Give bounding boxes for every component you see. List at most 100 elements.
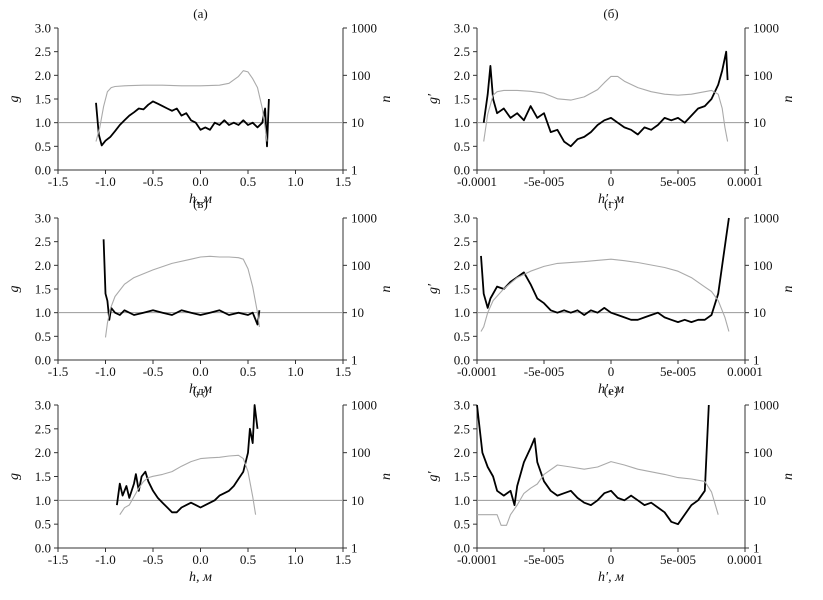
y-left-tick-label: 3.0: [454, 21, 470, 36]
x-tick-label: 0: [608, 364, 615, 379]
y-left-tick-label: 1.0: [35, 305, 51, 320]
x-axis-label: h, м: [189, 570, 212, 585]
y-right-axis-label: n: [379, 286, 394, 293]
y-left-tick-label: 2.5: [454, 44, 470, 59]
y-left-axis-label: g: [7, 473, 22, 480]
x-tick-label: 0.0001: [727, 364, 763, 379]
y-right-tick-label: 10: [753, 305, 766, 320]
y-right-tick-label: 100: [753, 445, 773, 460]
x-tick-label: 1.5: [335, 174, 351, 189]
y-left-axis-label: g: [7, 286, 22, 293]
x-tick-label: 5e-005: [660, 364, 696, 379]
y-left-tick-label: 2.0: [35, 258, 51, 273]
y-right-tick-label: 100: [351, 68, 371, 83]
x-tick-label: 1.0: [287, 552, 303, 567]
chart-panel: -0.0001 -5e-005 0 5e-005 0.0001 0.0 0.5 1.0 1.5 2…: [426, 6, 796, 207]
y-left-tick-label: 0.0: [35, 541, 51, 556]
y-left-tick-label: 0.5: [454, 329, 470, 344]
y-right-tick-label: 100: [351, 445, 371, 460]
series-line-n: [477, 461, 719, 526]
y-left-tick-label: 2.5: [454, 421, 470, 436]
y-right-tick-label: 1: [351, 353, 358, 368]
y-left-tick-label: 3.0: [454, 211, 470, 226]
y-left-tick-label: 3.0: [35, 21, 51, 36]
y-left-tick-label: 2.0: [454, 445, 470, 460]
y-left-tick-label: 0.0: [454, 163, 470, 178]
x-axis-label: h′, м: [598, 570, 624, 585]
y-left-tick-label: 1.0: [35, 115, 51, 130]
chart-panel: -0.0001 -5e-005 0 5e-005 0.0001 0.0 0.5 1.0 1.5 2…: [426, 383, 796, 585]
x-tick-label: 1.0: [287, 364, 303, 379]
y-left-tick-label: 2.5: [35, 44, 51, 59]
y-right-tick-label: 1000: [351, 398, 377, 413]
x-tick-label: -1.0: [95, 364, 116, 379]
series-line-g: [476, 404, 710, 526]
series-line-n: [95, 70, 268, 142]
y-right-axis-label: n: [781, 286, 796, 293]
x-tick-label: 0: [608, 552, 615, 567]
y-left-tick-label: 1.5: [35, 92, 51, 107]
y-left-tick-label: 2.0: [454, 258, 470, 273]
x-tick-label: 5e-005: [660, 174, 696, 189]
x-axis-label: h, м: [189, 382, 212, 397]
x-tick-label: 0.0001: [727, 174, 763, 189]
y-left-tick-label: 1.5: [454, 469, 470, 484]
series-line-n: [480, 258, 730, 332]
y-right-tick-label: 1: [351, 541, 358, 556]
chart-panel: -1.5 -1.0 -0.5 0.0 0.5 1.0 1.5 0.0 0.5 1.0 1.5 2.0 2…: [7, 383, 394, 585]
y-left-tick-label: 1.5: [35, 282, 51, 297]
y-right-axis-label: n: [781, 96, 796, 103]
y-right-tick-label: 1: [753, 541, 760, 556]
y-left-tick-label: 0.0: [35, 163, 51, 178]
y-right-axis-label: n: [781, 473, 796, 480]
x-tick-label: -0.0001: [457, 174, 497, 189]
y-left-axis-label: g: [7, 96, 22, 103]
series-line-g: [95, 98, 270, 148]
y-left-tick-label: 3.0: [454, 398, 470, 413]
series-line-g: [482, 50, 729, 148]
y-right-tick-label: 100: [753, 68, 773, 83]
x-tick-label: -1.5: [48, 174, 69, 189]
y-right-tick-label: 1000: [753, 211, 779, 226]
y-right-tick-label: 10: [753, 493, 766, 508]
series-line-n: [104, 255, 260, 338]
y-left-tick-label: 0.5: [35, 139, 51, 154]
x-tick-label: -0.5: [143, 552, 164, 567]
y-left-tick-label: 1.5: [35, 469, 51, 484]
series-line-n: [119, 454, 257, 516]
y-left-tick-label: 3.0: [35, 398, 51, 413]
y-right-tick-label: 10: [351, 305, 364, 320]
y-left-tick-label: 0.5: [454, 517, 470, 532]
x-tick-label: 0.0001: [727, 552, 763, 567]
y-left-tick-label: 0.5: [35, 329, 51, 344]
y-left-tick-label: 2.0: [35, 445, 51, 460]
x-tick-label: -5e-005: [524, 552, 564, 567]
panel-label: (а): [193, 6, 207, 21]
y-left-tick-label: 1.5: [454, 282, 470, 297]
x-tick-label: 0.0: [192, 552, 208, 567]
y-left-axis-label: g′: [426, 93, 441, 104]
y-right-tick-label: 10: [351, 115, 364, 130]
y-right-tick-label: 1000: [351, 21, 377, 36]
y-left-tick-label: 2.5: [454, 234, 470, 249]
y-right-tick-label: 100: [351, 258, 371, 273]
x-tick-label: -0.0001: [457, 364, 497, 379]
x-tick-label: 1.5: [335, 364, 351, 379]
x-axis-label: h′, м: [598, 192, 624, 207]
y-left-tick-label: 1.5: [454, 92, 470, 107]
x-tick-label: 0.0: [192, 174, 208, 189]
y-left-tick-label: 2.5: [35, 234, 51, 249]
y-right-tick-label: 1000: [753, 21, 779, 36]
y-left-tick-label: 2.0: [454, 68, 470, 83]
panel-label: (д): [193, 383, 208, 398]
y-right-tick-label: 1: [753, 163, 760, 178]
y-right-axis-label: n: [379, 473, 394, 480]
x-tick-label: -1.0: [95, 174, 116, 189]
y-left-tick-label: 1.0: [35, 493, 51, 508]
y-left-tick-label: 1.0: [454, 115, 470, 130]
y-left-tick-label: 0.0: [454, 541, 470, 556]
panel-label: (г): [604, 196, 618, 211]
x-tick-label: -1.5: [48, 364, 69, 379]
x-tick-label: -0.5: [143, 364, 164, 379]
